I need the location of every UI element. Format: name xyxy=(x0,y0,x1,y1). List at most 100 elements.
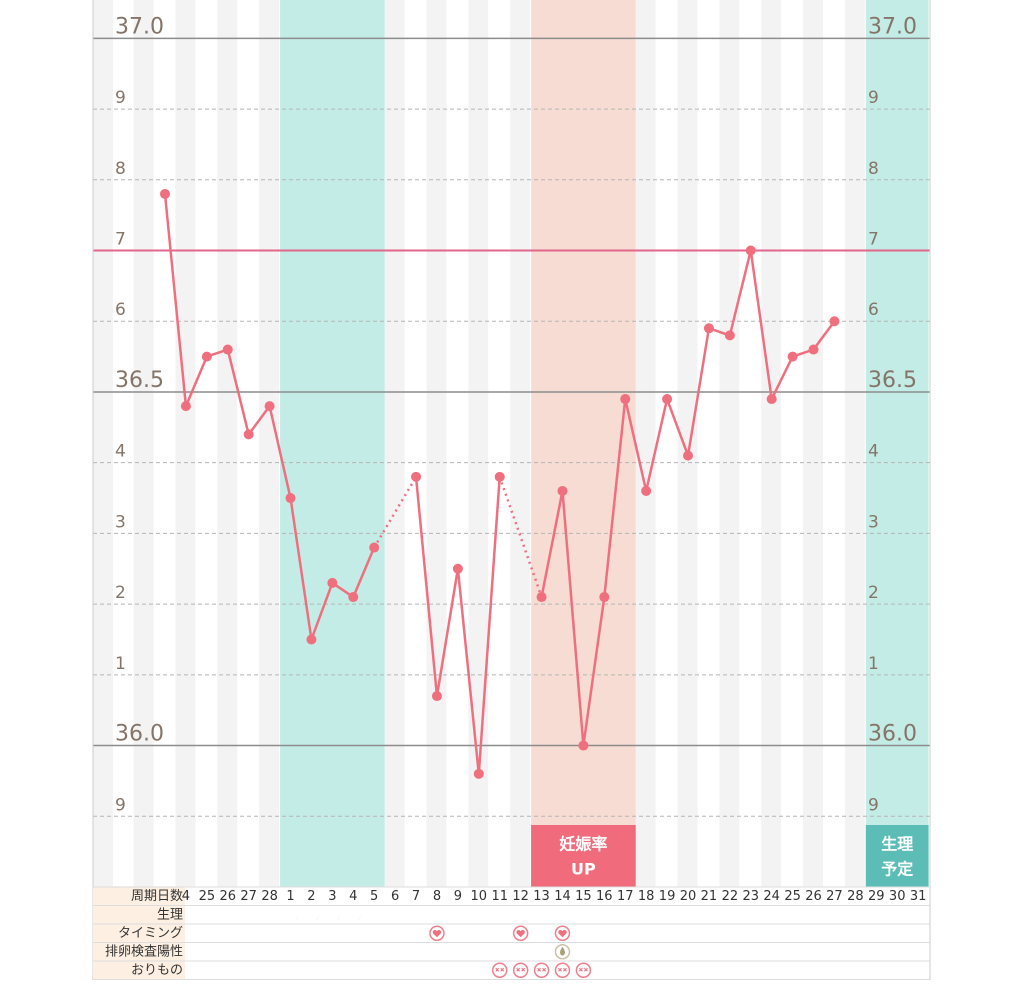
period-icon xyxy=(367,908,382,922)
y-tick-label: 36.0 xyxy=(115,722,164,747)
y-tick-label-right: 36.5 xyxy=(868,368,917,393)
column-stripe xyxy=(175,0,196,887)
x-tick-label: 29 xyxy=(868,889,885,904)
x-tick-label: 26 xyxy=(805,889,822,904)
x-tick-label: 19 xyxy=(659,889,676,904)
discharge-mark xyxy=(537,967,546,972)
discharge-icon xyxy=(575,962,592,978)
temperature-point xyxy=(829,316,840,327)
table-row-label: 生理 xyxy=(157,907,183,922)
column-stripe xyxy=(384,0,405,887)
temperature-point xyxy=(766,394,777,405)
column-stripe xyxy=(93,0,113,887)
temperature-point xyxy=(787,351,798,362)
discharge-mark xyxy=(516,967,526,972)
x-tick-label: 25 xyxy=(199,889,216,904)
gap-connector xyxy=(373,476,418,549)
x-tick-label: 6 xyxy=(391,889,399,904)
x-tick-label: 4 xyxy=(349,889,357,904)
y-tick-label-right: 7 xyxy=(868,230,879,250)
y-tick-label-right: 6 xyxy=(868,300,879,320)
y-tick-label-right: 4 xyxy=(868,442,879,462)
period-icon xyxy=(325,908,341,922)
discharge-icon xyxy=(554,962,571,978)
temperature-point xyxy=(411,471,422,482)
discharge-icon xyxy=(533,962,550,978)
column-stripe xyxy=(719,0,740,887)
y-tick-label: 1 xyxy=(115,654,126,674)
x-tick-label: 24 xyxy=(763,889,780,904)
timing-heart xyxy=(516,930,525,938)
temperature-point xyxy=(724,330,735,341)
column-stripe xyxy=(803,0,823,887)
temperature-point xyxy=(160,188,170,199)
table-row-label: おりもの xyxy=(131,963,183,978)
column-stripe xyxy=(677,0,698,887)
y-tick-label-right: 36.0 xyxy=(868,722,917,747)
x-tick-label: 25 xyxy=(784,889,801,904)
temperature-point xyxy=(473,768,484,779)
temperature-point xyxy=(494,471,505,482)
x-tick-label: 30 xyxy=(889,889,906,904)
y-tick-label: 37.0 xyxy=(115,14,164,39)
band-label-box xyxy=(531,825,636,887)
column-stripe xyxy=(510,0,531,887)
band-label-box xyxy=(865,825,929,887)
y-tick-label: 8 xyxy=(115,159,126,179)
x-tick-label: 7 xyxy=(412,889,420,904)
ovulation-drop xyxy=(559,946,565,956)
y-tick-label: 9 xyxy=(115,795,126,815)
temperature-point xyxy=(452,563,463,574)
y-tick-label: 4 xyxy=(115,442,126,462)
temperature-point xyxy=(243,429,254,440)
temperature-point xyxy=(662,394,673,405)
period-icon xyxy=(346,908,361,922)
discharge-mark xyxy=(495,967,505,972)
column-stripe xyxy=(259,0,280,887)
temperature-point xyxy=(348,592,359,603)
discharge-mark xyxy=(558,967,567,972)
phase-band xyxy=(280,0,385,887)
column-stripe xyxy=(844,0,865,887)
temperature-point xyxy=(431,691,442,702)
y-tick-label-right: 2 xyxy=(868,583,879,603)
temperature-point xyxy=(306,634,317,645)
temperature-point xyxy=(578,740,589,751)
band-label: 妊娠率 xyxy=(559,835,607,854)
temperature-point xyxy=(641,485,652,496)
x-tick-label: 17 xyxy=(617,889,634,904)
temperature-point xyxy=(222,344,233,355)
y-tick-label: 6 xyxy=(115,300,126,320)
x-tick-label: 20 xyxy=(680,889,697,904)
x-tick-label: 9 xyxy=(454,889,462,904)
discharge-icon xyxy=(491,962,508,978)
temperature-point xyxy=(808,344,819,355)
temperature-point xyxy=(327,577,338,588)
column-stripe xyxy=(761,0,782,887)
x-tick-label: 1 xyxy=(286,889,294,904)
column-stripe xyxy=(635,0,656,887)
y-tick-label-right: 9 xyxy=(868,88,879,108)
x-tick-label: 3 xyxy=(328,889,336,904)
x-tick-label: 31 xyxy=(910,889,927,904)
period-icon xyxy=(283,908,299,922)
x-tick-label: 28 xyxy=(261,889,278,904)
y-tick-label: 9 xyxy=(115,88,126,108)
band-label: UP xyxy=(571,860,596,879)
x-tick-label: 23 xyxy=(742,889,759,904)
discharge-icon xyxy=(512,962,529,978)
x-tick-label: 12 xyxy=(512,889,529,904)
column-stripe xyxy=(133,0,154,887)
temperature-point xyxy=(264,401,275,412)
period-icon xyxy=(304,908,320,922)
temperature-point xyxy=(180,401,191,412)
x-tick-label: 15 xyxy=(575,889,592,904)
temperature-point xyxy=(201,351,212,362)
temperature-point xyxy=(536,592,547,603)
table-header: 周期日数 xyxy=(131,889,183,904)
timing-heart xyxy=(558,930,567,938)
x-tick-label: 10 xyxy=(471,889,488,904)
x-tick-label: 11 xyxy=(491,889,508,904)
table-row-label: タイミング xyxy=(118,926,183,941)
